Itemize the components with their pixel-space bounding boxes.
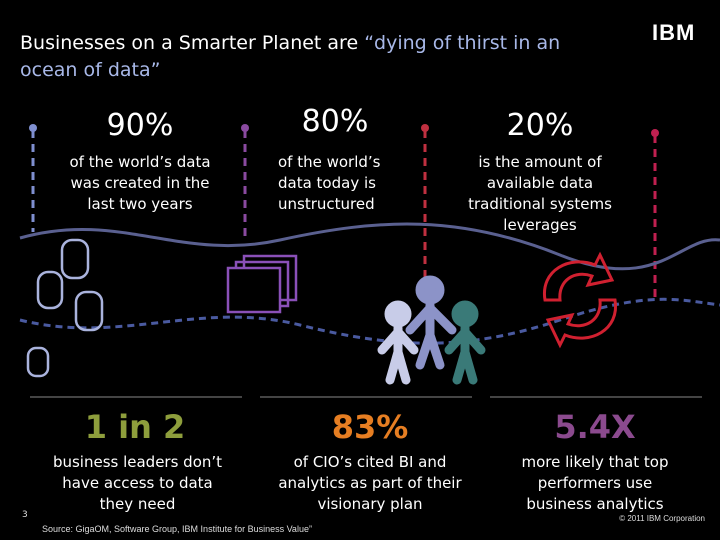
stat-text: of the world’s data today is unstructure… [278,153,381,213]
copyright: © 2011 IBM Corporation [619,514,705,523]
stat-figure: 20% [506,108,574,143]
source: Source: GigaOM, Software Group, IBM Inst… [42,524,312,534]
title: Businesses on a Smarter Planet are “dyin… [20,30,620,84]
stat-figure: 5.4X [554,408,636,446]
logo: IBM [652,20,696,45]
stat-text: more likely that top performers use busi… [521,453,669,513]
title-quote: “dying of thirst in an ocean of data” [20,32,561,81]
stat-text: business leaders don’t have access to da… [52,453,223,513]
stat-figure: 90% [106,108,174,143]
page-number: 3 [22,510,28,520]
stat-figure: 1 in 2 [84,408,186,446]
stat-text: of the world’s data was created in the l… [69,153,211,213]
stat-text: is the amount of available data traditio… [468,153,612,234]
stat-text: of CIO’s cited BI and analytics as part … [278,453,462,513]
stat-figure: 80% [301,104,369,139]
stat-figure: 83% [331,408,409,446]
title-lead: Businesses on a Smarter Planet are [20,32,359,54]
